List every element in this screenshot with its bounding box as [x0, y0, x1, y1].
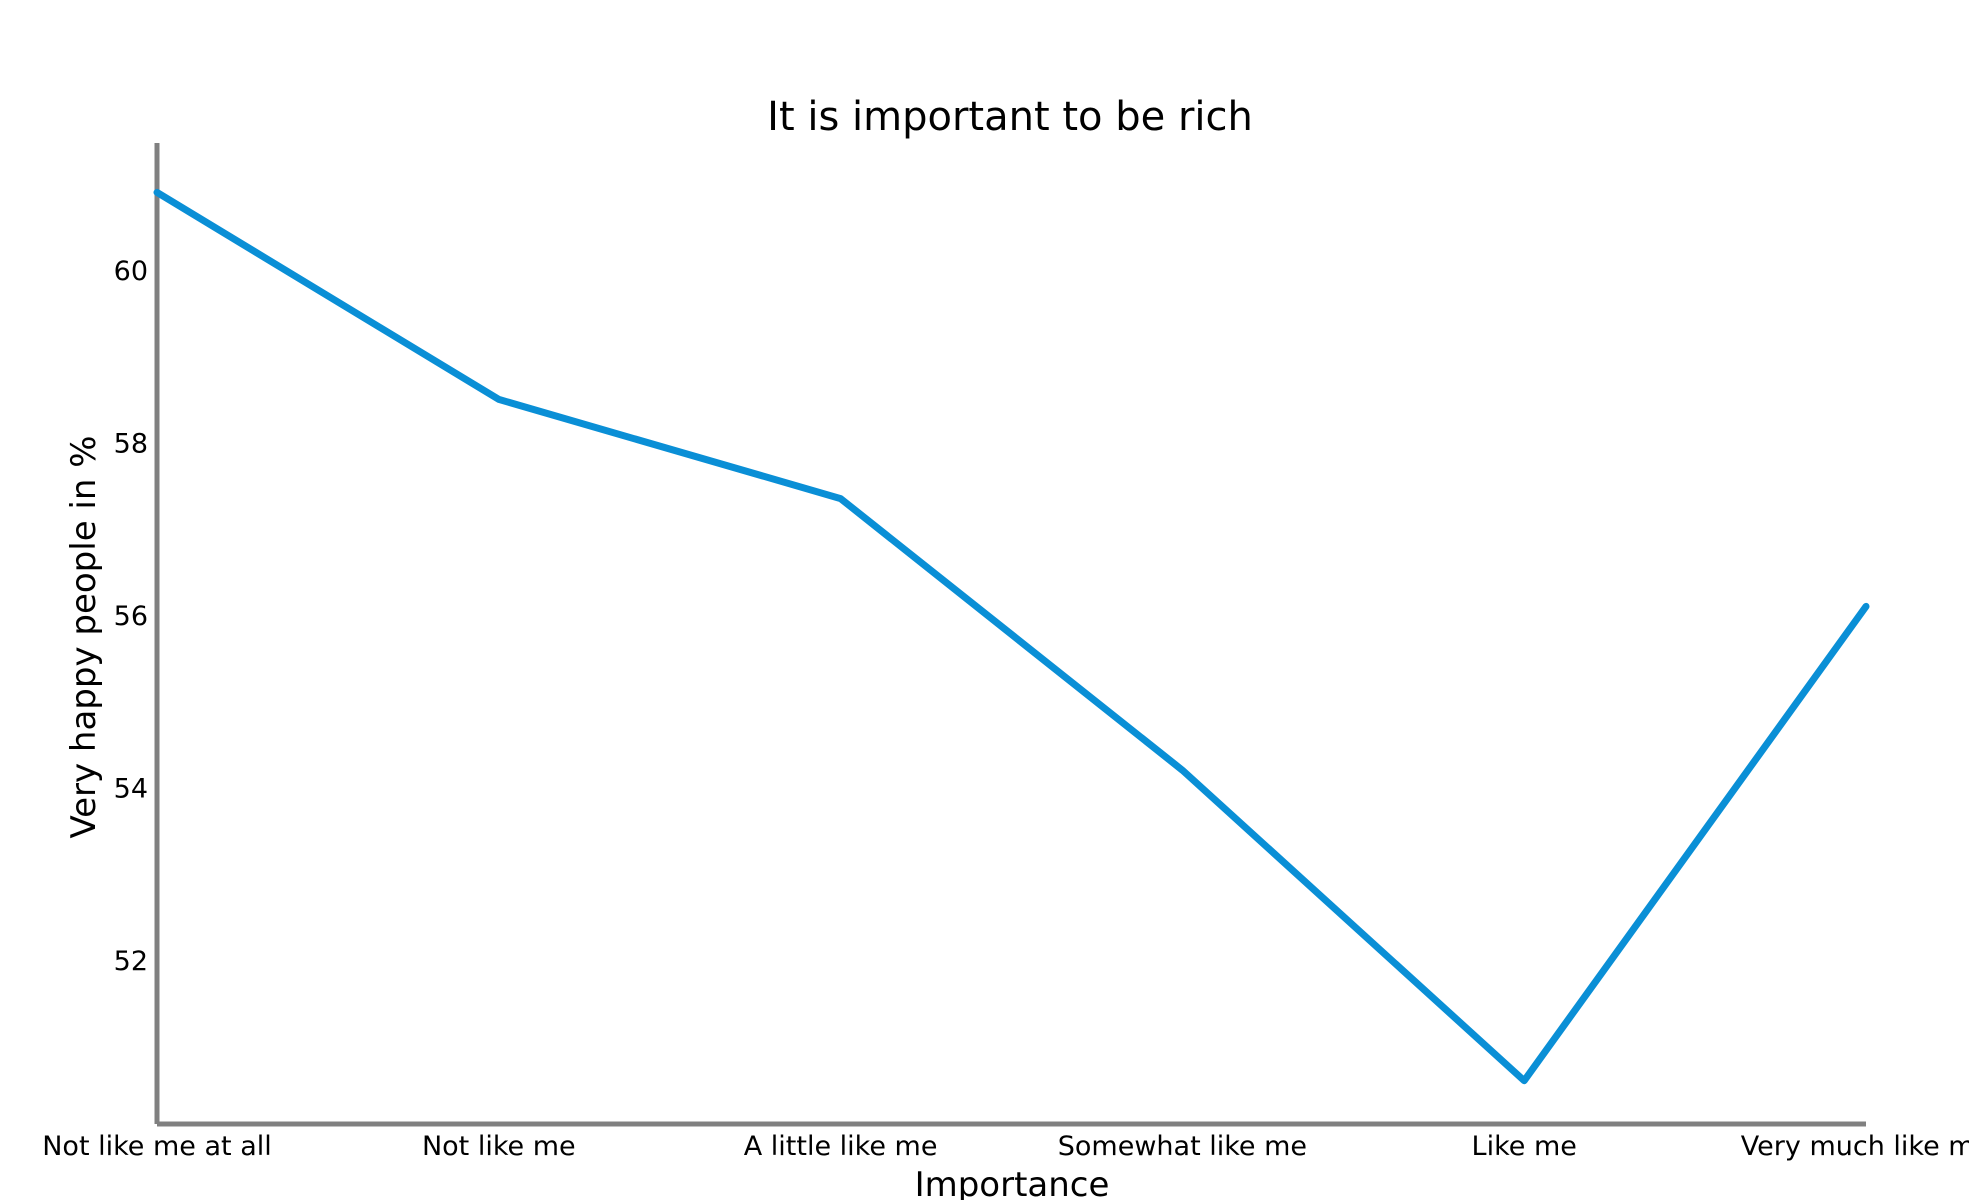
- y-axis-label: Very happy people in %: [64, 435, 104, 838]
- y-tick-label: 52: [114, 946, 148, 977]
- x-tick-label: A little like me: [744, 1131, 938, 1162]
- x-tick-label: Very much like me: [1741, 1131, 1969, 1162]
- y-tick-label: 54: [114, 774, 148, 805]
- y-tick-labels: 52 54 56 58 60: [114, 256, 148, 977]
- x-tick-label: Somewhat like me: [1058, 1131, 1307, 1162]
- y-tick-label: 56: [114, 601, 148, 632]
- x-tick-labels: Not like me at all Not like me A little li…: [42, 1131, 1969, 1162]
- x-tick-label: Like me: [1472, 1131, 1577, 1162]
- chart-title: It is important to be rich: [767, 94, 1253, 140]
- x-axis-label: Importance: [915, 1165, 1110, 1200]
- y-tick-label: 58: [114, 429, 148, 460]
- series-line: [153, 188, 1870, 1085]
- y-tick-label: 60: [114, 256, 148, 287]
- x-tick-label: Not like me: [422, 1131, 576, 1162]
- x-tick-label: Not like me at all: [42, 1131, 272, 1162]
